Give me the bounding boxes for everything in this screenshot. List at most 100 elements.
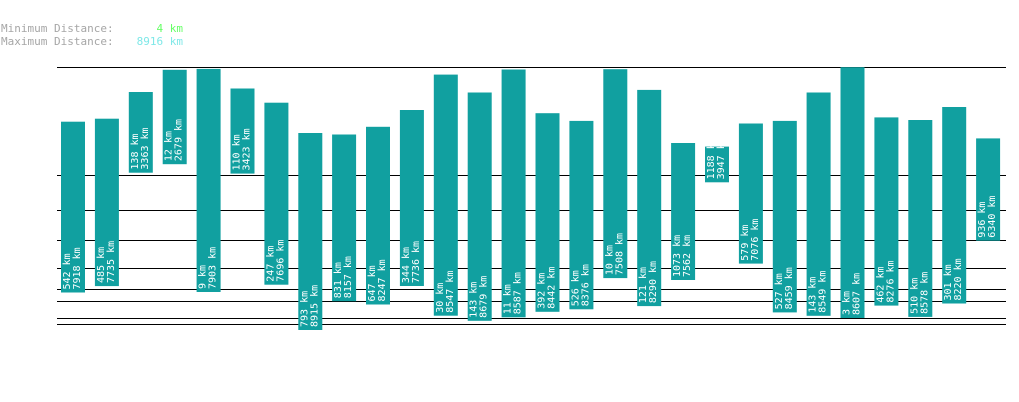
bar-group: 30 km 8547 km xyxy=(433,74,458,316)
min-distance-label-text: 121 km xyxy=(638,267,649,303)
max-distance-label-text: 8578 km xyxy=(919,272,930,314)
bar-group: 10 km 7508 km xyxy=(603,69,628,279)
distance-bar xyxy=(332,134,357,302)
min-distance-label-text: 301 km xyxy=(943,264,954,300)
distance-bar xyxy=(162,69,187,165)
max-distance-row: Maximum Distance: 8916 km xyxy=(1,35,183,48)
bar-group: 1073 km 7562 km xyxy=(671,143,696,280)
distance-bar xyxy=(671,143,696,280)
distance-bar xyxy=(264,102,289,285)
min-distance-label-text: 12 km xyxy=(164,131,175,161)
bar-group: 831 km 8157 km xyxy=(332,134,357,302)
bar-group: 110 km 3423 km xyxy=(230,88,255,174)
min-distance-label-text: 1188 km xyxy=(706,137,717,179)
min-distance-label-text: 579 km xyxy=(740,225,751,261)
min-distance-label-text: 10 km xyxy=(604,245,615,275)
distance-bar xyxy=(637,89,662,307)
min-distance-label-text: 344 km xyxy=(401,247,412,283)
max-distance-label-text: 7562 km xyxy=(682,235,693,277)
bar-group: 392 km 8442 km xyxy=(535,113,560,312)
bar-group: 1188 km 3947 km xyxy=(705,137,729,183)
distance-bar xyxy=(908,120,933,317)
max-distance-label-text: 8276 km xyxy=(885,260,896,302)
min-distance-label-text: 143 km xyxy=(469,282,480,318)
max-distance-label-text: 8679 km xyxy=(479,276,490,318)
bar-group: 143 km 8549 km xyxy=(806,92,831,316)
max-distance-label-text: 3947 km xyxy=(716,137,727,179)
distance-bar xyxy=(467,92,492,321)
max-distance-label-text: 8607 km xyxy=(852,273,863,315)
min-distance-label-text: 527 km xyxy=(774,273,785,309)
distance-bar xyxy=(772,120,797,313)
distance-stats: Minimum Distance: 4 km Maximum Distance: 8… xyxy=(1,22,183,48)
distance-bar xyxy=(501,69,526,318)
max-distance-label-text: 7736 km xyxy=(411,241,422,283)
bar-group: 462 km 8276 km xyxy=(874,117,899,306)
bar-group: 344 km 7736 km xyxy=(399,110,424,286)
distance-bar xyxy=(874,117,899,306)
min-distance-label-text: 462 km xyxy=(875,266,886,302)
distance-bar xyxy=(196,68,221,293)
min-distance-label-text: 11 km xyxy=(503,284,514,314)
max-distance-label-text: 8547 km xyxy=(445,271,456,313)
max-distance-label-text: 3363 km xyxy=(140,127,151,169)
distance-bar xyxy=(230,88,255,174)
min-distance-label-text: 3 km xyxy=(842,291,853,315)
max-distance-value: 8916 km xyxy=(136,35,183,48)
min-distance-label-text: 831 km xyxy=(333,262,344,298)
min-distance-label: Minimum Distance: xyxy=(1,22,114,35)
min-distance-label-text: 485 km xyxy=(96,247,107,283)
bar-group: 121 km 8290 km xyxy=(637,89,662,307)
min-distance-row: Minimum Distance: 4 km xyxy=(1,22,183,35)
max-distance-label-text: 3423 km xyxy=(242,128,253,170)
distance-bar xyxy=(942,107,967,304)
distance-bar xyxy=(976,138,1001,241)
bar-group: 9 km 7903 km xyxy=(196,68,221,293)
max-distance-label-text: 7903 km xyxy=(208,247,219,289)
max-distance-label-text: 8247 km xyxy=(377,259,388,301)
min-distance-label-text: 1073 km xyxy=(672,235,683,277)
distance-bar xyxy=(128,92,153,173)
max-distance-label-text: 8915 km xyxy=(309,285,320,327)
max-distance-label-text: 2679 km xyxy=(174,119,185,161)
bar-group: 510 km 8578 km xyxy=(908,120,933,317)
bar-group: 11 km 8587 km xyxy=(501,69,526,318)
min-distance-label-text: 936 km xyxy=(977,202,988,238)
min-distance-label-text: 793 km xyxy=(299,291,310,327)
max-distance-label-text: 8549 km xyxy=(818,271,829,313)
bar-group: 138 km 3363 km xyxy=(128,92,153,173)
max-distance-label-text: 8157 km xyxy=(343,256,354,298)
bar-group: 143 km 8679 km xyxy=(467,92,492,321)
max-distance-label-text: 7735 km xyxy=(106,241,117,283)
distance-bar xyxy=(94,118,119,287)
max-distance-label-text: 7076 km xyxy=(750,219,761,261)
min-distance-label-text: 542 km xyxy=(62,253,73,289)
bar-group: 527 km 8459 km xyxy=(772,120,797,313)
bar-group: 301 km 8220 km xyxy=(942,107,967,304)
min-distance-value: 4 km xyxy=(156,22,184,35)
bar-group: 3 km 8607 km xyxy=(840,67,865,318)
max-distance-label-text: 7508 km xyxy=(614,233,625,275)
min-distance-label-text: 30 km xyxy=(435,283,446,313)
bar-group: 485 km 7735 km xyxy=(94,118,119,287)
bar-group: 579 km 7076 km xyxy=(738,123,763,264)
max-distance-label-text: 8587 km xyxy=(513,272,524,314)
bar-group: 936 km 6340 km xyxy=(976,138,1001,241)
min-distance-label-text: 392 km xyxy=(537,273,548,309)
min-distance-label-text: 647 km xyxy=(367,265,378,301)
max-distance-label-text: 6340 km xyxy=(987,196,998,238)
max-distance-label-text: 8442 km xyxy=(547,267,558,309)
distance-bar xyxy=(705,146,729,183)
distance-bar xyxy=(399,110,424,286)
min-distance-label-text: 143 km xyxy=(808,277,819,313)
distance-bar xyxy=(433,74,458,316)
max-distance-label-text: 8376 km xyxy=(580,264,591,306)
distance-bar xyxy=(603,69,628,279)
distance-bar xyxy=(535,113,560,312)
distance-bar xyxy=(61,121,85,293)
bar-group: 12 km 2679 km xyxy=(162,69,187,165)
distance-bar xyxy=(738,123,763,264)
bar-group: 542 km 7918 km xyxy=(61,121,85,293)
min-distance-label-text: 138 km xyxy=(130,133,141,169)
